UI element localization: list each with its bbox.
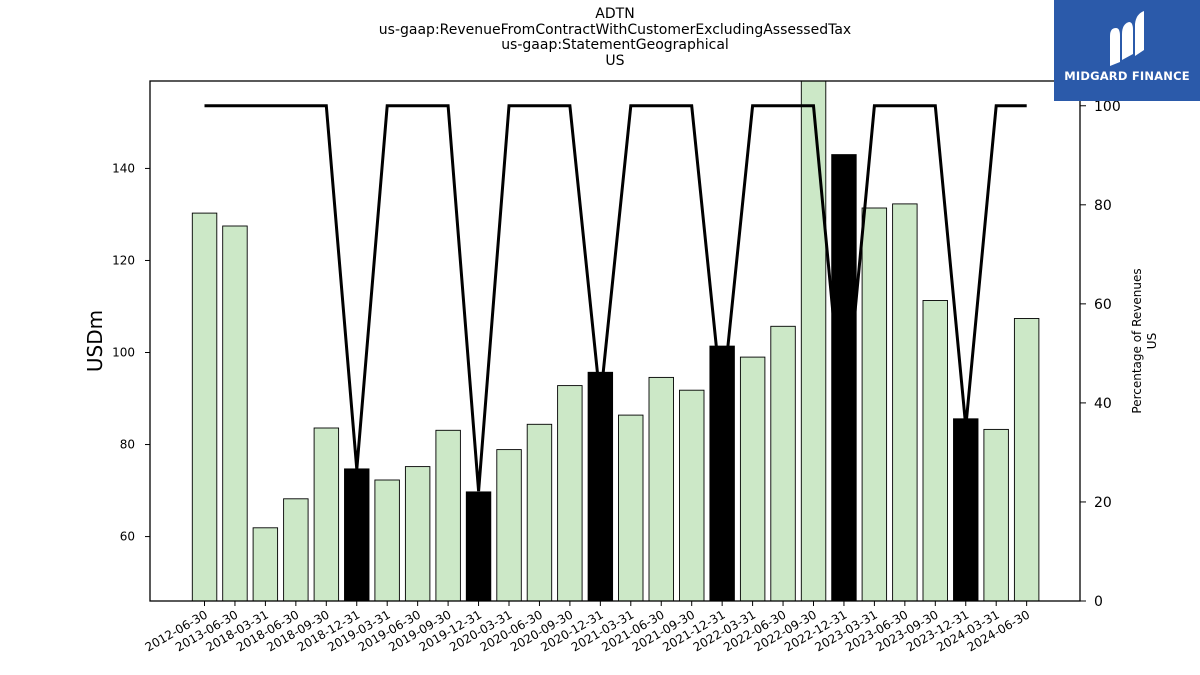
left-tick-label: 120 xyxy=(112,253,135,267)
bar-2019-09-30 xyxy=(435,429,461,602)
bar-2023-12-31 xyxy=(953,418,979,602)
bar-2019-06-30 xyxy=(404,466,431,602)
midgard-finance-logo: MIDGARD FINANCE xyxy=(1054,0,1200,101)
bar-2021-12-31 xyxy=(709,345,735,602)
right-tick-label: 40 xyxy=(1094,396,1112,412)
bar-2022-06-30 xyxy=(770,325,796,602)
bar-2020-12-31 xyxy=(587,371,614,602)
bar-2022-12-31 xyxy=(831,154,857,602)
y-axis-label: USDm xyxy=(83,310,107,372)
logo-text: MIDGARD FINANCE xyxy=(1064,69,1190,83)
left-tick-label: 80 xyxy=(120,438,135,452)
right-axis: 0 20 40 60 80 100 xyxy=(1080,99,1121,610)
bar-2020-06-30 xyxy=(526,423,553,602)
line-layer xyxy=(204,104,1027,492)
bar-2024-06-30 xyxy=(1013,318,1040,602)
bar-2012-06-30 xyxy=(191,212,218,602)
bar-2023-09-30 xyxy=(922,300,948,602)
left-tick-label: 140 xyxy=(112,161,135,175)
bar-2024-03-31 xyxy=(983,428,1009,602)
x-axis: 2012-06-302013-06-302018-03-312018-06-30… xyxy=(143,601,1032,654)
right-tick-label: 80 xyxy=(1094,198,1112,214)
right-tick-label: 60 xyxy=(1094,297,1112,313)
right-tick-label: 20 xyxy=(1094,495,1112,511)
bar-2021-09-30 xyxy=(679,389,705,602)
title-line-axis: us-gaap:StatementGeographical xyxy=(501,37,729,53)
percentage-line xyxy=(204,104,1027,492)
bar-2018-12-31 xyxy=(344,468,370,602)
bar-2023-06-30 xyxy=(892,203,918,602)
bar-2022-03-31 xyxy=(739,356,766,602)
left-tick-label: 100 xyxy=(112,346,135,360)
chart-title: ADTN us-gaap:RevenueFromContractWithCust… xyxy=(150,6,1080,69)
bar-2018-09-30 xyxy=(313,427,340,602)
bar-2021-03-31 xyxy=(618,414,644,602)
bar-2021-06-30 xyxy=(648,376,674,602)
midgard-logo-icon xyxy=(1110,11,1144,66)
bar-2020-03-31 xyxy=(496,449,522,602)
bar-2018-03-31 xyxy=(252,527,279,602)
bar-2019-03-31 xyxy=(374,479,400,602)
axes-layer xyxy=(149,80,1081,602)
bar-2022-09-30 xyxy=(800,80,827,602)
bar-2023-03-31 xyxy=(861,207,888,602)
bar-2018-06-30 xyxy=(283,498,309,602)
title-line-concept: us-gaap:RevenueFromContractWithCustomerE… xyxy=(378,21,852,38)
bars-layer xyxy=(191,80,1040,602)
y-axis-right-label-line2: US xyxy=(1145,333,1159,349)
right-tick-label: 100 xyxy=(1094,99,1121,115)
left-axis: 60 80 100 120 140 xyxy=(112,161,150,544)
plot-frame xyxy=(149,80,1081,602)
right-tick-label: 0 xyxy=(1094,594,1103,610)
title-line-ticker: ADTN xyxy=(595,6,635,22)
bar-2020-09-30 xyxy=(557,385,583,602)
left-tick-label: 60 xyxy=(120,530,135,544)
bar-2019-12-31 xyxy=(465,491,492,602)
bar-2013-06-30 xyxy=(222,225,248,602)
title-line-member: US xyxy=(605,52,625,69)
y-axis-right-label-line1: Percentage of Revenues xyxy=(1130,268,1144,413)
